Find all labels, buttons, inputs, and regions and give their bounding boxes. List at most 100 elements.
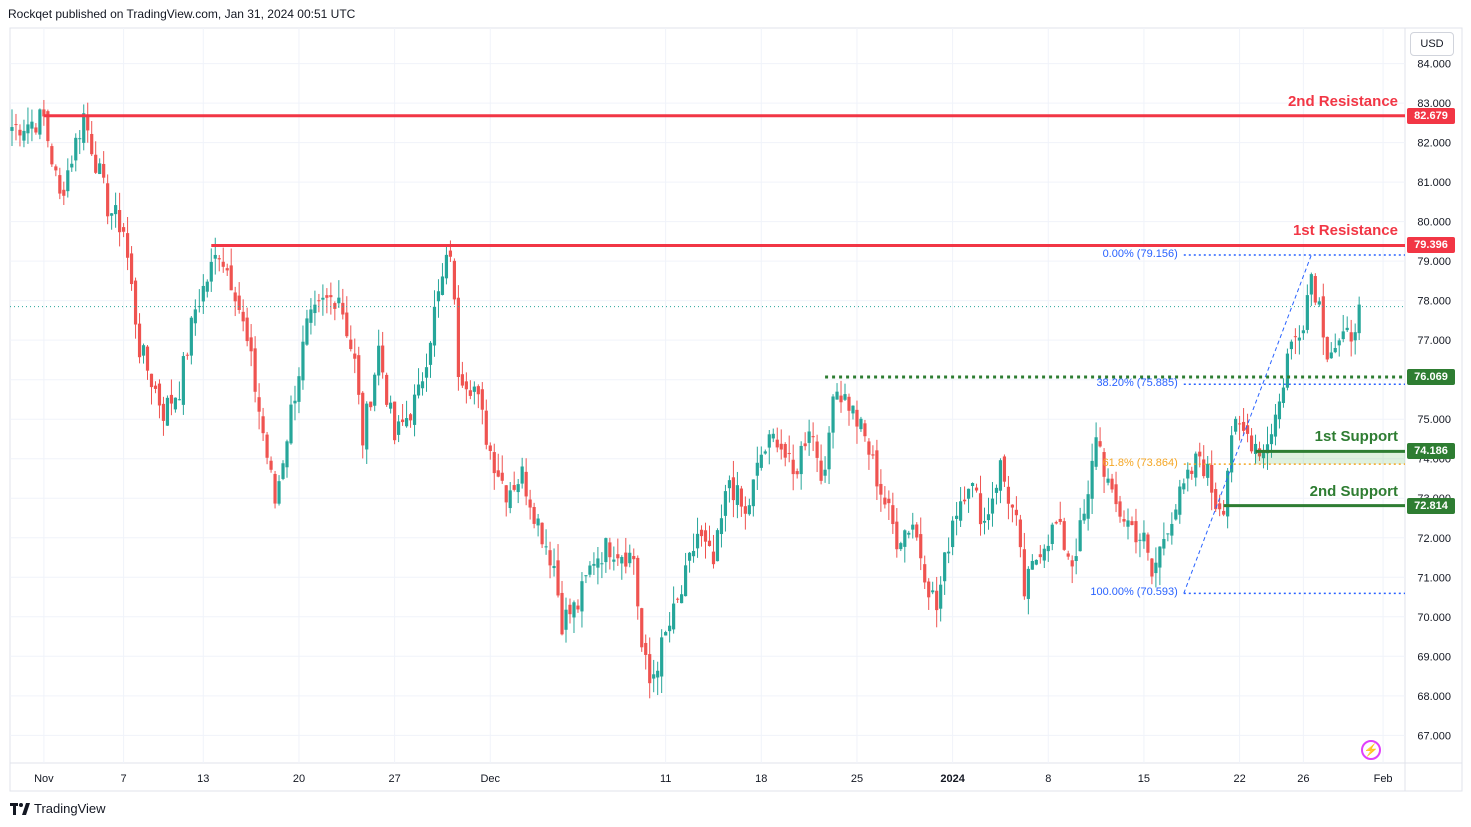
candle-body (687, 552, 692, 561)
x-tick-label: 20 (293, 773, 305, 785)
price-level-tag: 82.679 (1407, 107, 1455, 124)
x-tick-label: 8 (1045, 773, 1051, 785)
candle-body (1130, 521, 1134, 526)
candle-body (1329, 352, 1333, 359)
x-tick-label: Feb (1374, 773, 1393, 785)
tradingview-logo[interactable]: TradingView (10, 801, 106, 816)
candle-body (385, 374, 389, 405)
candle-body (444, 254, 449, 279)
candle-body (460, 374, 464, 386)
candle-body (1122, 519, 1126, 522)
fib-trend-line (1183, 254, 1312, 594)
candle-body (1325, 336, 1329, 360)
currency-selector[interactable]: USD (1410, 32, 1454, 56)
candle-body (1353, 332, 1357, 341)
candle-body (62, 189, 66, 196)
flash-icon[interactable]: ⚡ (1361, 740, 1381, 760)
candle-body (129, 253, 134, 285)
candle-body (707, 540, 712, 547)
candle-body (301, 341, 305, 381)
candle-body (393, 401, 397, 441)
candle-body (1194, 453, 1198, 478)
candle-body (958, 501, 963, 521)
candle-body (679, 594, 684, 604)
candle-body (1078, 520, 1082, 552)
candle-body (22, 130, 26, 141)
candle-body (966, 488, 971, 499)
candle-body (628, 552, 632, 564)
candle-body (691, 550, 696, 557)
candle-body (317, 300, 321, 302)
candle-body (185, 354, 189, 356)
candle-body (815, 441, 819, 458)
candle-body (400, 419, 405, 423)
candle-body (891, 505, 895, 525)
candle-body (353, 353, 357, 359)
candle-body (616, 554, 620, 559)
candle-body (1106, 478, 1110, 483)
candle-body (1102, 452, 1106, 477)
candle-body (361, 392, 365, 446)
candle-body (883, 497, 887, 505)
candle-body (241, 311, 245, 322)
candle-body (903, 530, 907, 547)
candle-body (1269, 434, 1274, 445)
candle-body (962, 499, 967, 502)
candle-body (759, 454, 763, 468)
candle-body (699, 529, 704, 537)
candle-body (229, 265, 233, 291)
candle-body (1110, 478, 1114, 490)
candle-body (1038, 554, 1042, 558)
candle-body (488, 445, 492, 451)
fib-level-label: 61.8% (73.864) (1102, 457, 1178, 470)
y-tick-label: 78.000 (1417, 296, 1451, 308)
candle-body (632, 556, 636, 560)
candle-body (1226, 470, 1230, 517)
candle-body (747, 505, 751, 515)
candle-body (1006, 486, 1011, 504)
candle-body (424, 367, 429, 378)
candle-body (1094, 437, 1098, 467)
candle-body (982, 520, 987, 523)
candle-body (703, 530, 708, 542)
candle-body (612, 559, 616, 562)
candle-body (548, 550, 552, 566)
candle-body (1142, 532, 1146, 542)
candle-body (859, 418, 863, 430)
candle-body (919, 534, 923, 559)
candle-body (951, 520, 955, 548)
candle-body (779, 443, 783, 450)
candle-body (42, 109, 46, 117)
candle-body (955, 515, 959, 519)
candle-body (321, 297, 325, 300)
candle-body (10, 127, 14, 131)
candle-body (998, 460, 1003, 491)
candle-body (1234, 418, 1238, 432)
candle-body (974, 487, 979, 491)
candle-body (1345, 327, 1349, 331)
candle-body (66, 170, 70, 192)
candle-body (329, 295, 333, 298)
y-tick-label: 79.000 (1417, 256, 1451, 268)
fib-level-label: 100.00% (70.593) (1090, 586, 1178, 599)
candle-body (592, 563, 596, 566)
x-tick-label: 7 (121, 773, 127, 785)
candle-body (1150, 558, 1154, 577)
candle-body (695, 533, 700, 549)
candle-body (544, 546, 548, 548)
candle-body (225, 268, 229, 271)
candle-body (349, 339, 353, 350)
candle-body (608, 542, 612, 558)
candle-body (157, 383, 162, 406)
candle-body (879, 483, 883, 495)
candle-body (452, 260, 457, 300)
candle-body (26, 124, 30, 134)
candle-body (118, 210, 122, 233)
candle-body (309, 309, 313, 323)
candle-body (1154, 562, 1158, 574)
candle-body (640, 608, 644, 648)
x-tick-label: 11 (660, 773, 671, 785)
candle-body (755, 462, 759, 476)
candle-body (672, 603, 676, 630)
